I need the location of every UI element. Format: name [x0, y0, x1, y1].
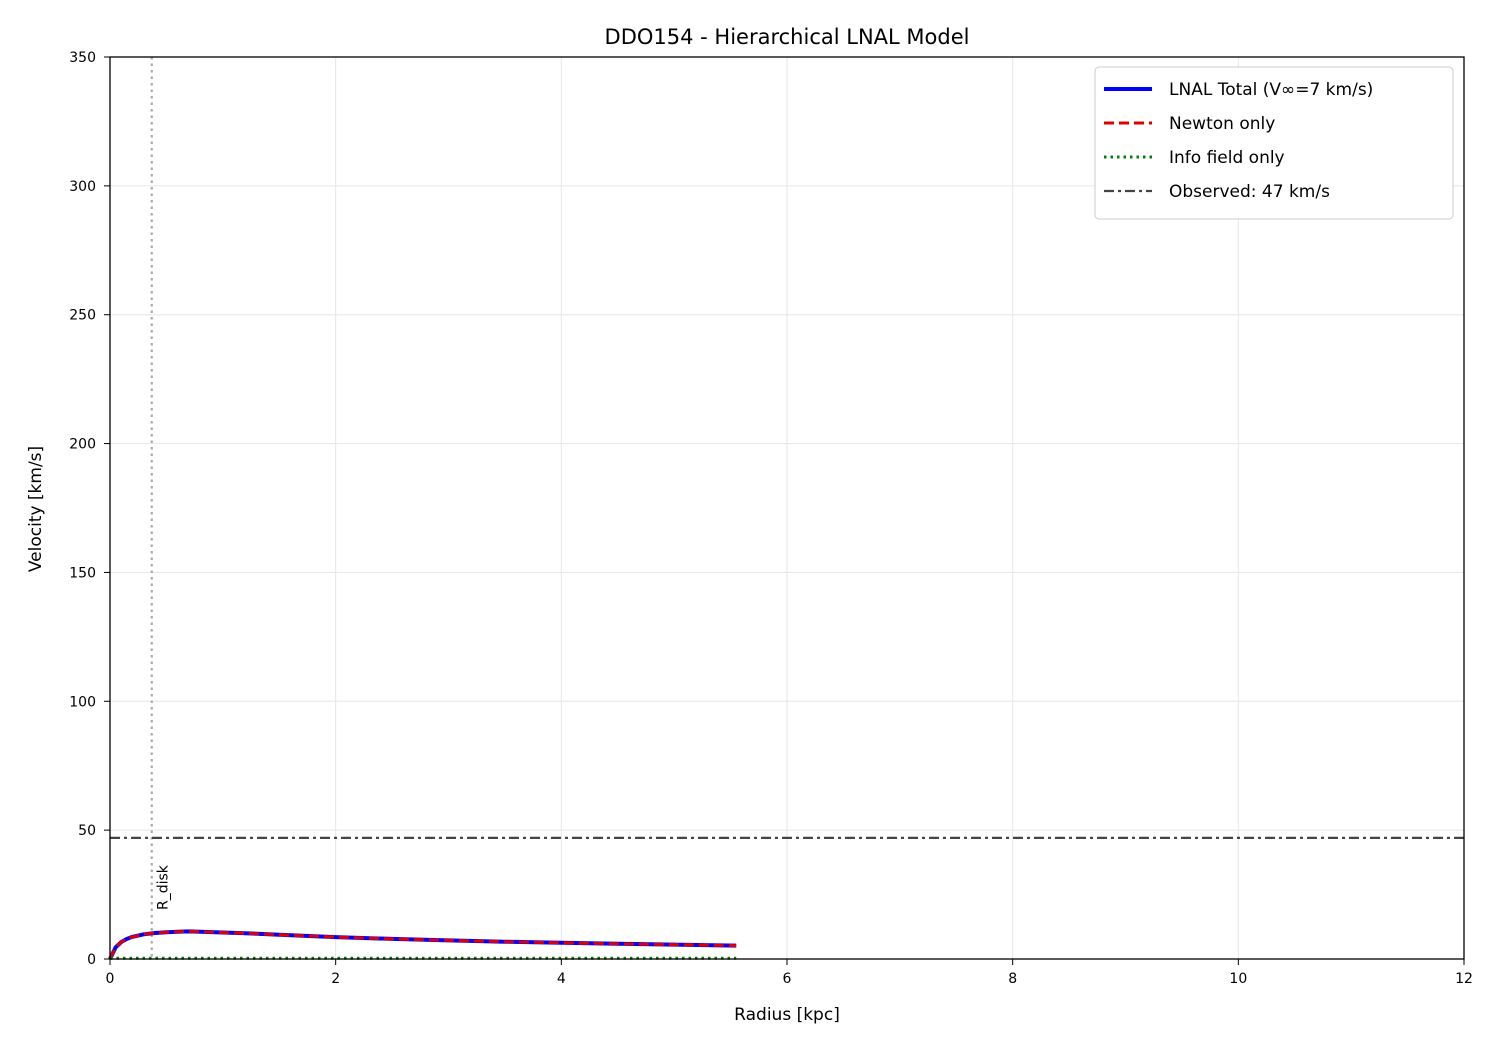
chart-title: DDO154 - Hierarchical LNAL Model: [605, 25, 970, 49]
ticks: 0 2 4 6 8 10 12 0 50 100 150 200 250 300 350: [69, 50, 1473, 987]
legend-label: Newton only: [1169, 114, 1275, 134]
y-tick-label: 0: [87, 952, 96, 968]
y-tick-label: 250: [69, 308, 96, 324]
x-tick-label: 10: [1229, 971, 1247, 987]
x-tick-label: 12: [1455, 971, 1473, 987]
x-tick-label: 8: [1008, 971, 1017, 987]
y-tick-label: 150: [69, 565, 96, 581]
x-tick-label: 2: [331, 971, 340, 987]
r-disk-label: R_disk: [156, 864, 172, 910]
y-tick-label: 100: [69, 694, 96, 710]
legend-label: LNAL Total (V∞=7 km/s): [1169, 80, 1373, 100]
x-tick-label: 6: [783, 971, 792, 987]
y-tick-label: 200: [69, 437, 96, 453]
y-tick-label: 50: [78, 823, 96, 839]
x-tick-label: 0: [106, 971, 115, 987]
x-tick-label: 4: [557, 971, 566, 987]
legend-label: Observed: 47 km/s: [1169, 182, 1330, 202]
newton-only-line: [108, 929, 737, 960]
legend-box: [1094, 66, 1454, 220]
x-axis-label: Radius [kpc]: [734, 1005, 840, 1025]
y-axis-label: Velocity [km/s]: [26, 446, 46, 572]
legend-label: Info field only: [1169, 148, 1285, 168]
y-tick-label: 300: [69, 179, 96, 195]
plot-area: R_disk: [108, 57, 1464, 960]
y-tick-label: 350: [69, 50, 96, 66]
legend: LNAL Total (V∞=7 km/s) Newton only Info fi…: [1094, 66, 1454, 220]
